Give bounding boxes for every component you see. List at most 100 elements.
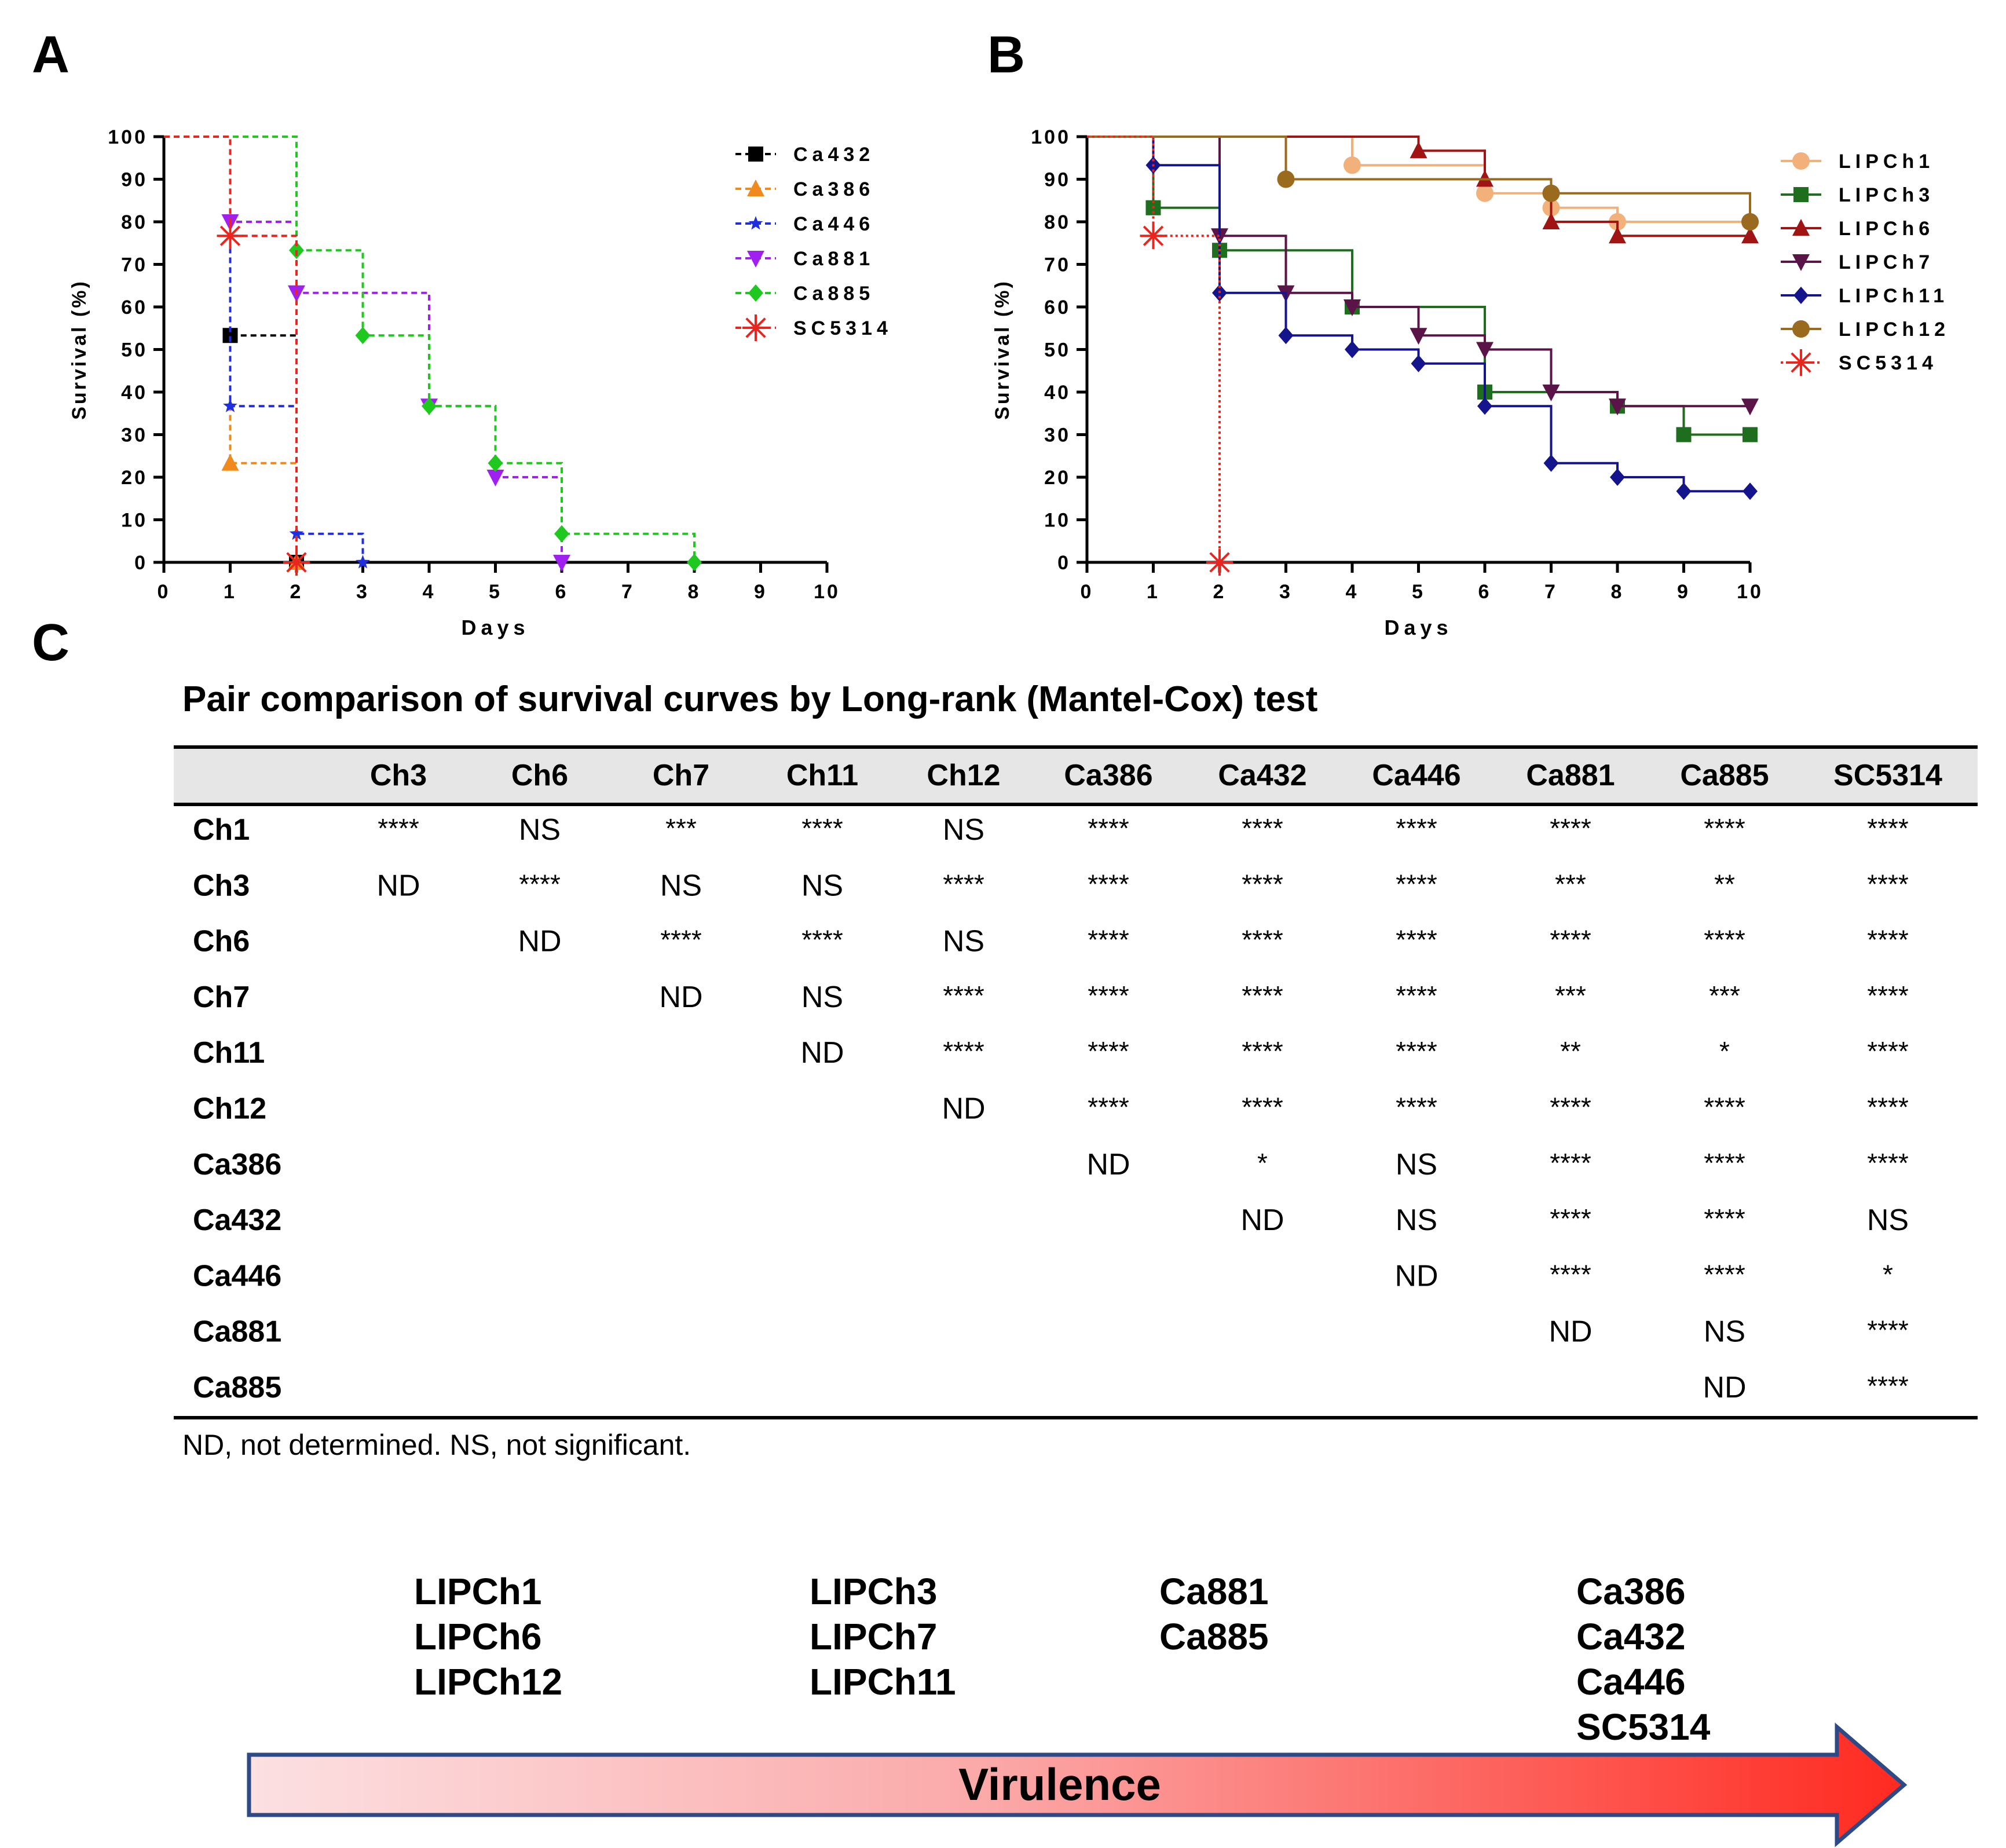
chart-b-series-lipch3	[1087, 136, 1758, 442]
chart-a-point-ca885	[422, 397, 437, 415]
chart-a-y-tick-label: 50	[121, 339, 148, 361]
table-cell: ****	[1867, 1036, 1909, 1066]
virulence-strain-label: Ca446	[1576, 1661, 1686, 1703]
table-cell: ND	[659, 980, 702, 1014]
chart-b-point-lipch11	[1411, 354, 1426, 372]
chart-a-legend-label: Ca446	[793, 213, 874, 235]
chart-b-x-tick-label: 4	[1346, 581, 1359, 603]
chart-a-point-ca885	[554, 525, 569, 543]
table-cell: ND	[800, 1036, 844, 1070]
table-cell: ****	[1242, 925, 1283, 955]
table-cell: ****	[1242, 813, 1283, 843]
table-row-label: Ca881	[193, 1315, 281, 1349]
chart-b-legend: LIPCh1 LIPCh3 LIPCh6 LIPCh7 LIPCh11 LIPCh12 SC…	[1781, 151, 1945, 376]
comparison-table: Pair comparison of survival curves by Lo…	[174, 679, 1978, 1461]
chart-b-point-lipch11	[1477, 397, 1492, 415]
table-cell: ND	[942, 1092, 985, 1126]
chart-a-x-tick-label: 0	[158, 581, 171, 603]
chart-a-x-tick-label: 3	[356, 581, 369, 603]
table-cell: NS	[1396, 1148, 1437, 1181]
chart-a-x-tick-label: 2	[290, 581, 303, 603]
chart-a-legend-item-ca446: Ca446	[735, 213, 874, 235]
chart-b-point-lipch6	[1741, 226, 1759, 244]
chart-a-x-tick-label: 10	[814, 581, 840, 603]
table-cell: ***	[1555, 980, 1586, 1011]
chart-b-x-tick-label: 10	[1737, 581, 1763, 603]
table-cell: ND	[1086, 1148, 1130, 1181]
table-cell: ****	[1550, 813, 1591, 843]
table-cell: ****	[1396, 980, 1437, 1011]
chart-a-y-tick-label: 90	[121, 169, 148, 191]
chart-b-x-tick-label: 8	[1611, 581, 1624, 603]
table-row-label: Ch12	[193, 1092, 266, 1126]
chart-b-point-lipch11	[1610, 469, 1625, 486]
chart-b-y-tick-label: 50	[1044, 339, 1071, 361]
table-cell: NS	[801, 869, 843, 902]
table-cell: ****	[1867, 1315, 1909, 1345]
table-cell: *	[1257, 1148, 1268, 1178]
virulence-strain-label: LIPCh3	[810, 1571, 937, 1612]
chart-a-y-tick-label: 100	[108, 126, 148, 148]
table-row: Ca386 ND * NS **** **** ****	[193, 1148, 1909, 1181]
table-cell: ****	[1550, 1203, 1591, 1234]
chart-b-point-lipch11	[1278, 327, 1294, 345]
chart-a-legend-item-ca881: Ca881	[735, 248, 870, 270]
table-cell: ***	[1709, 980, 1740, 1011]
table-row: Ca432 ND NS **** **** NS	[193, 1203, 1909, 1237]
chart-a-y-axis-label: Survival (%)	[68, 279, 90, 420]
survival-chart-a: 0 10 20 30 40 50 60 70 80 90 100 0 1 2 3 4 5 6 7 8 9 10 Days Su…	[68, 126, 888, 639]
table-cell: ****	[378, 813, 419, 843]
table-row: Ch12 ND **** **** **** **** **** ****	[193, 1092, 1909, 1126]
table-row: Ch7 ND NS **** **** **** **** *** *** ****	[193, 980, 1909, 1014]
chart-b-line-lipch7	[1087, 136, 1750, 408]
chart-b-point-lipch12	[1741, 213, 1759, 230]
chart-b-point-lipch7	[1609, 398, 1626, 416]
chart-b-x-axis-label: Days	[1384, 616, 1452, 639]
table-cell: ****	[1704, 1148, 1745, 1178]
table-cell: ****	[943, 869, 984, 899]
chart-b-series-lipch6	[1087, 136, 1759, 244]
chart-a-y-tick-label: 0	[134, 552, 148, 574]
chart-b-series-lipch12	[1087, 136, 1759, 230]
table-cell: ****	[1088, 1036, 1129, 1066]
table-header-ca432: Ca432	[1218, 759, 1306, 792]
chart-b-y-axis-label: Survival (%)	[991, 279, 1013, 420]
table-cell: ****	[1704, 1092, 1745, 1122]
table-footnote: ND, not determined. NS, not significant.	[182, 1429, 691, 1461]
chart-a-y-tick-label: 70	[121, 254, 148, 276]
table-cell: NS	[519, 813, 561, 847]
chart-b-point-lipch12	[1277, 170, 1295, 188]
table-cell: ****	[1550, 1092, 1591, 1122]
table-cell: ****	[1088, 1092, 1129, 1122]
chart-a-point-ca386	[221, 453, 239, 471]
table-header-ca386: Ca386	[1064, 759, 1152, 792]
chart-b-point-lipch7	[1476, 342, 1493, 359]
chart-a-series-ca432	[164, 136, 304, 570]
chart-a-x-axis-label: Days	[461, 616, 529, 639]
chart-a-y-tick-label: 80	[121, 211, 148, 233]
table-cell: ****	[1242, 869, 1283, 899]
table-header-ca885: Ca885	[1680, 759, 1769, 792]
chart-a-x-tick-label: 1	[224, 581, 237, 603]
table-cell: ****	[1088, 813, 1129, 843]
table-cell: ****	[1867, 1148, 1909, 1178]
chart-a-series-ca386	[164, 136, 305, 570]
table-header-ca881: Ca881	[1526, 759, 1615, 792]
table-row-label: Ca885	[193, 1371, 281, 1404]
chart-b-y-tick-label: 30	[1044, 425, 1071, 447]
table-row-label: Ch1	[193, 813, 250, 847]
chart-b-legend-marker	[1788, 349, 1814, 376]
chart-b-y-tick-label: 20	[1044, 467, 1071, 489]
table-cell: NS	[660, 869, 702, 902]
table-cell: **	[1714, 869, 1735, 899]
chart-a-point-ca446	[223, 398, 237, 412]
chart-b-point-lipch1	[1344, 156, 1361, 174]
chart-a-point-sc5314	[283, 549, 310, 576]
chart-a-legend-item-ca432: Ca432	[735, 144, 870, 166]
table-row: Ch1 **** NS *** **** NS **** **** **** **** **** **…	[193, 813, 1909, 847]
table-cell: ****	[1550, 1259, 1591, 1289]
chart-b-legend-marker	[1793, 287, 1809, 304]
chart-a-legend-marker	[748, 147, 763, 162]
